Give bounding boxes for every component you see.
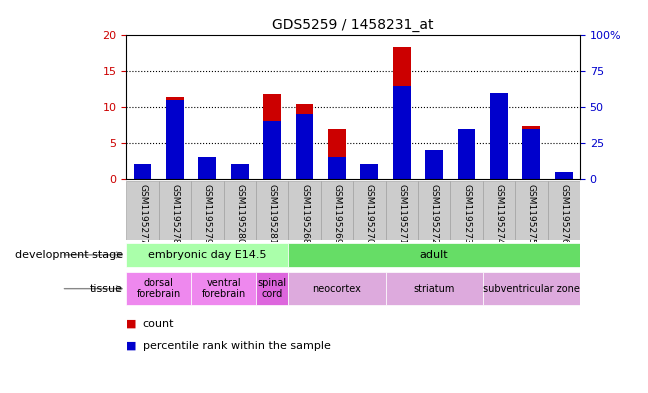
FancyBboxPatch shape [483, 181, 515, 240]
Bar [360, 171, 378, 179]
FancyBboxPatch shape [515, 181, 548, 240]
Bar [555, 172, 573, 179]
FancyBboxPatch shape [418, 181, 450, 240]
Bar [328, 157, 346, 179]
FancyBboxPatch shape [191, 272, 256, 305]
Bar [425, 150, 443, 179]
FancyBboxPatch shape [256, 272, 288, 305]
Text: GSM1195275: GSM1195275 [527, 184, 536, 244]
Text: GSM1195269: GSM1195269 [332, 184, 341, 244]
Text: count: count [143, 319, 174, 329]
Text: dorsal
forebrain: dorsal forebrain [137, 278, 181, 299]
FancyBboxPatch shape [288, 272, 386, 305]
Bar [522, 129, 540, 179]
Text: tissue: tissue [90, 284, 123, 294]
Bar [231, 164, 249, 179]
FancyBboxPatch shape [256, 181, 288, 240]
Bar [457, 150, 476, 179]
Bar [393, 47, 411, 179]
FancyBboxPatch shape [288, 181, 321, 240]
Bar [490, 107, 508, 179]
Text: GSM1195276: GSM1195276 [559, 184, 568, 244]
Bar [263, 94, 281, 179]
Title: GDS5259 / 1458231_at: GDS5259 / 1458231_at [272, 18, 434, 31]
Text: ■: ■ [126, 341, 137, 351]
Text: GSM1195272: GSM1195272 [430, 184, 439, 244]
Text: GSM1195274: GSM1195274 [494, 184, 503, 244]
Bar [198, 157, 216, 179]
Bar [393, 86, 411, 179]
Bar [360, 164, 378, 179]
Text: development stage: development stage [15, 250, 123, 260]
FancyBboxPatch shape [159, 181, 191, 240]
Text: subventricular zone: subventricular zone [483, 284, 580, 294]
Text: GSM1195270: GSM1195270 [365, 184, 374, 244]
Text: GSM1195281: GSM1195281 [268, 184, 277, 244]
FancyBboxPatch shape [353, 181, 386, 240]
Text: GSM1195279: GSM1195279 [203, 184, 212, 244]
Text: GSM1195271: GSM1195271 [397, 184, 406, 244]
Bar [295, 104, 314, 179]
Bar [133, 175, 152, 179]
Text: GSM1195278: GSM1195278 [170, 184, 179, 244]
FancyBboxPatch shape [224, 181, 256, 240]
Bar [295, 114, 314, 179]
FancyBboxPatch shape [321, 181, 353, 240]
Text: embryonic day E14.5: embryonic day E14.5 [148, 250, 266, 260]
Bar [457, 129, 476, 179]
Text: GSM1195277: GSM1195277 [138, 184, 147, 244]
Bar [231, 176, 249, 179]
FancyBboxPatch shape [386, 181, 418, 240]
FancyBboxPatch shape [191, 181, 224, 240]
Text: spinal
cord: spinal cord [258, 278, 286, 299]
FancyBboxPatch shape [450, 181, 483, 240]
Bar [328, 129, 346, 179]
Bar [555, 175, 573, 179]
Text: percentile rank within the sample: percentile rank within the sample [143, 341, 330, 351]
Bar [522, 127, 540, 179]
FancyBboxPatch shape [126, 181, 159, 240]
Bar [263, 121, 281, 179]
FancyBboxPatch shape [126, 272, 191, 305]
FancyBboxPatch shape [386, 272, 483, 305]
Text: neocortex: neocortex [312, 284, 362, 294]
Bar [198, 170, 216, 179]
FancyBboxPatch shape [288, 243, 580, 267]
Bar [166, 100, 184, 179]
FancyBboxPatch shape [126, 243, 288, 267]
Text: GSM1195273: GSM1195273 [462, 184, 471, 244]
Bar [133, 164, 152, 179]
Text: ventral
forebrain: ventral forebrain [202, 278, 246, 299]
Text: striatum: striatum [413, 284, 455, 294]
Bar [425, 161, 443, 179]
FancyBboxPatch shape [548, 181, 580, 240]
Bar [490, 93, 508, 179]
Bar [166, 97, 184, 179]
Text: GSM1195280: GSM1195280 [235, 184, 244, 244]
Text: GSM1195268: GSM1195268 [300, 184, 309, 244]
FancyBboxPatch shape [483, 272, 580, 305]
Text: ■: ■ [126, 319, 137, 329]
Text: adult: adult [420, 250, 448, 260]
